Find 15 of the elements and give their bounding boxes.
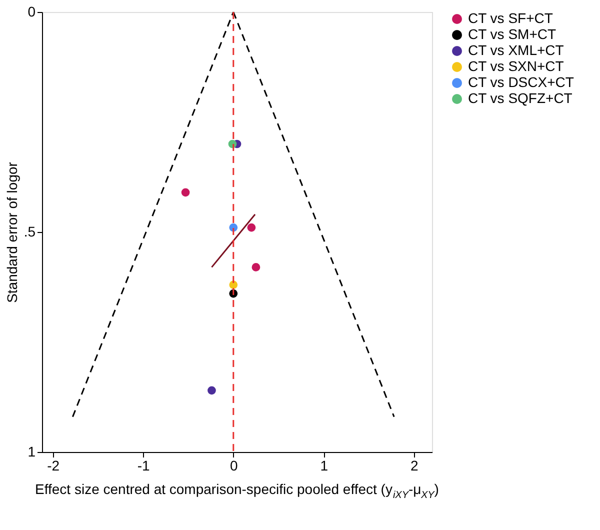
y-tick-label: 0 xyxy=(28,4,36,20)
x-tick-label: 2 xyxy=(410,458,419,474)
x-tick-label: 0 xyxy=(230,458,238,474)
legend-label: CT vs SM+CT xyxy=(468,26,556,42)
y-tick-label: .5 xyxy=(24,224,36,240)
y-axis-title: Standard error of logor xyxy=(4,162,20,303)
x-tick-label: -1 xyxy=(137,458,150,474)
legend-label: CT vs SQFZ+CT xyxy=(468,90,573,106)
x-tick-label: 1 xyxy=(320,458,328,474)
legend-label: CT vs SXN+CT xyxy=(468,58,564,74)
legend-label: CT vs XML+CT xyxy=(468,42,564,58)
y-tick-label: 1 xyxy=(28,444,36,460)
legend-label: CT vs DSCX+CT xyxy=(468,74,574,90)
x-tick-label: -2 xyxy=(47,458,60,474)
legend-label: CT vs SF+CT xyxy=(468,10,554,26)
